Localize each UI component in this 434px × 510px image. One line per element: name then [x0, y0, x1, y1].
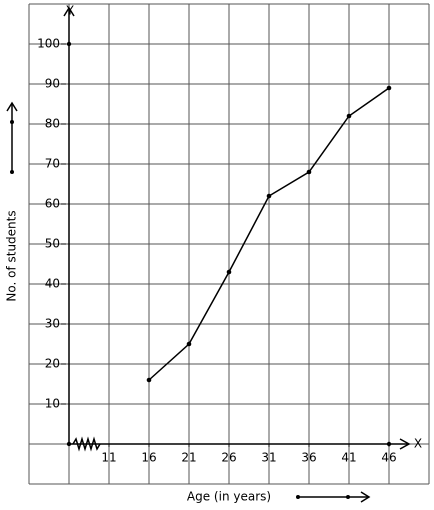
data-point — [386, 85, 392, 91]
x-tick-label: 31 — [261, 451, 276, 465]
y-tick-label: 70 — [45, 157, 60, 171]
y-tick-label: 50 — [45, 237, 60, 251]
decor-dot — [346, 495, 350, 499]
x-tick-label: 11 — [101, 451, 116, 465]
decor-arrow-head — [6, 101, 18, 112]
y-axis-name: Y — [65, 4, 74, 18]
y-tick-label: 60 — [45, 197, 60, 211]
x-axis-name: X — [414, 437, 422, 451]
data-point — [146, 377, 152, 383]
graph-paper — [28, 3, 430, 485]
x-tick-label: 41 — [341, 451, 356, 465]
decor-dot — [296, 495, 300, 499]
decor-arrow-head — [360, 491, 371, 503]
decor-dot — [10, 120, 14, 124]
y-tick-label: 20 — [45, 357, 60, 371]
y-tick-label: 90 — [45, 77, 60, 91]
y-axis-arrow — [63, 6, 75, 17]
y-tick-label: 100 — [37, 37, 60, 51]
y-tick-label: 10 — [45, 397, 60, 411]
axis-dot — [66, 41, 72, 47]
x-tick-label: 46 — [381, 451, 396, 465]
x-axis-arrow — [399, 438, 411, 450]
y-tick-label: 30 — [45, 317, 60, 331]
origin-dot — [66, 441, 72, 447]
decor-dot — [10, 170, 14, 174]
x-tick-label: 26 — [221, 451, 236, 465]
data-point — [226, 269, 232, 275]
x-tick-label: 16 — [141, 451, 156, 465]
y-tick-label: 40 — [45, 277, 60, 291]
data-point — [346, 113, 352, 119]
axis-break — [72, 436, 101, 452]
data-point — [186, 341, 192, 347]
data-point — [266, 193, 272, 199]
x-tick-label: 36 — [301, 451, 316, 465]
y-axis-label: No. of students — [5, 210, 19, 301]
x-tick-label: 21 — [181, 451, 196, 465]
y-tick-label: 80 — [45, 117, 60, 131]
x-axis-label: Age (in years) — [187, 490, 271, 504]
data-point — [306, 169, 312, 175]
